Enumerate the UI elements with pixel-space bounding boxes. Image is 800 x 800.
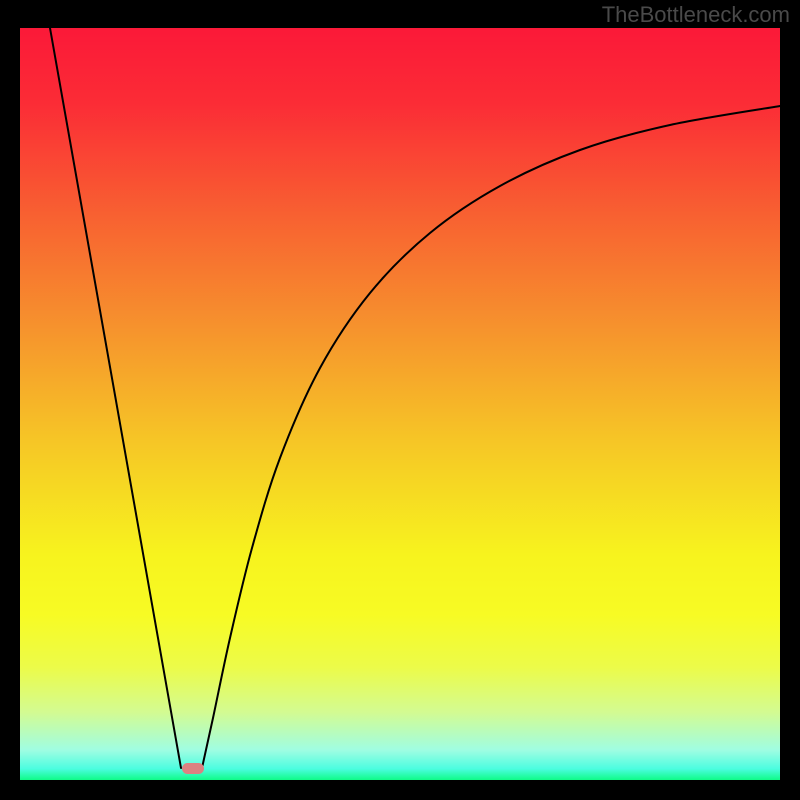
chart-plot-area [20,28,780,780]
optimum-marker [182,763,204,774]
chart-svg: TheBottleneck.com [0,0,800,800]
watermark-text: TheBottleneck.com [602,2,790,27]
bottleneck-chart: TheBottleneck.com [0,0,800,800]
